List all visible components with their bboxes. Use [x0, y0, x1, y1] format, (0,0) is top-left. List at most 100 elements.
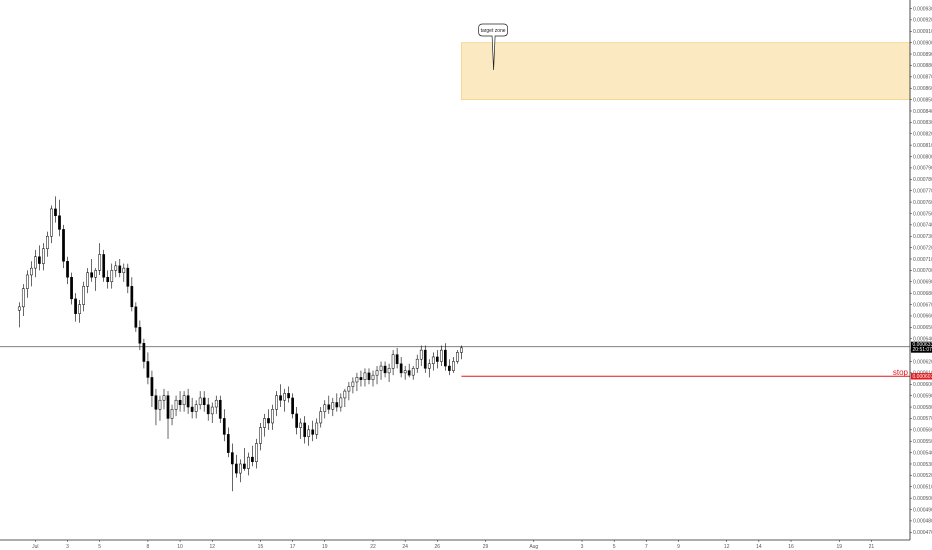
candle [202, 391, 206, 412]
candle-body-up [82, 286, 85, 305]
candle [363, 368, 367, 387]
candle-body-up [17, 306, 21, 311]
candle-body-up [347, 386, 351, 392]
candle [206, 397, 210, 421]
y-tick-label: 0.000900 [913, 40, 932, 46]
candle [439, 345, 443, 367]
candle-body-up [162, 395, 166, 401]
candle [243, 448, 246, 471]
candle [423, 345, 427, 373]
candle-body-up [403, 370, 407, 374]
candle-body-up [355, 377, 359, 383]
candle [335, 393, 339, 412]
candle-body-down [218, 399, 222, 419]
candle-body-up [21, 288, 25, 308]
candle [431, 352, 435, 371]
candle [21, 284, 25, 316]
x-tick-label: 12 [209, 544, 215, 550]
candle [198, 391, 202, 410]
candle-body-down [118, 265, 122, 273]
candle-body-down [66, 261, 69, 278]
candle-body-up [182, 395, 186, 406]
candle [291, 393, 294, 419]
candle-body-up [122, 267, 126, 273]
candle [74, 293, 77, 322]
candle-body-up [94, 270, 98, 278]
candle [460, 345, 463, 360]
x-tick-label: 7 [645, 544, 648, 550]
candle [166, 391, 170, 439]
x-tick-label: 24 [402, 544, 408, 550]
y-tick-label: 0.000620 [913, 359, 932, 365]
candle-body-up [255, 443, 258, 462]
candle [214, 395, 218, 414]
candle-body-up [343, 390, 347, 399]
candle [226, 427, 230, 458]
target-zone-box [461, 42, 911, 100]
candle-body-down [130, 286, 134, 308]
y-tick-label: 0.000740 [913, 223, 932, 229]
candle [78, 300, 81, 323]
candle-body-down [359, 377, 363, 380]
candle [456, 350, 459, 364]
candle [379, 361, 383, 380]
y-tick-label: 0.000840 [913, 109, 932, 115]
candle [146, 352, 150, 385]
candle-body-up [299, 422, 303, 428]
candle-body-up [174, 399, 178, 410]
candle-body-down [154, 395, 158, 410]
x-tick-label: 16 [788, 544, 794, 550]
current-price-tag-bg [911, 341, 932, 353]
y-tick-label: 0.000640 [913, 337, 932, 343]
candle [110, 263, 114, 289]
candle-body-up [263, 418, 266, 428]
candle-body-up [50, 208, 53, 237]
candle [295, 407, 298, 435]
y-tick-label: 0.000780 [913, 177, 932, 183]
candle-body-up [259, 427, 262, 444]
candle-body-up [323, 404, 327, 412]
x-tick-label: 8 [147, 544, 150, 550]
x-tick-label: 22 [370, 544, 376, 550]
y-tick-label: 0.000910 [913, 29, 932, 35]
candle [415, 354, 419, 373]
candle-body-up [194, 404, 198, 412]
candle-body-down [335, 402, 339, 408]
candle-body-up [391, 354, 395, 369]
candle [403, 366, 407, 380]
candle-body-down [295, 413, 298, 428]
candle [387, 363, 391, 382]
candle [375, 366, 379, 385]
candle-body-up [315, 422, 319, 435]
candle [323, 400, 327, 419]
candle [194, 400, 198, 419]
x-tick-label: 29 [483, 544, 489, 550]
candle [114, 261, 118, 278]
y-tick-label: 0.000490 [913, 507, 932, 513]
candle-body-up [170, 409, 174, 419]
x-tick-label: 10 [177, 544, 183, 550]
candle-body-down [138, 327, 142, 344]
y-tick-label: 0.000560 [913, 428, 932, 434]
candle [50, 205, 53, 244]
y-tick-label: 0.000570 [913, 416, 932, 422]
candle [54, 196, 57, 223]
candle-body-up [431, 356, 435, 365]
candle [435, 350, 439, 369]
candle [138, 320, 142, 351]
y-tick-label: 0.000720 [913, 245, 932, 251]
candle [46, 231, 49, 257]
candle-body-down [251, 456, 254, 462]
candle [154, 388, 158, 426]
candle-body-down [190, 406, 194, 412]
candle [444, 343, 447, 371]
candle [315, 418, 319, 439]
candle [218, 395, 222, 423]
candle-body-down [226, 434, 230, 453]
candle-body-down [62, 229, 65, 262]
candle-body-down [202, 397, 206, 406]
y-tick-label: 0.000860 [913, 86, 932, 92]
candle [170, 404, 174, 426]
candle-body-up [411, 368, 415, 376]
